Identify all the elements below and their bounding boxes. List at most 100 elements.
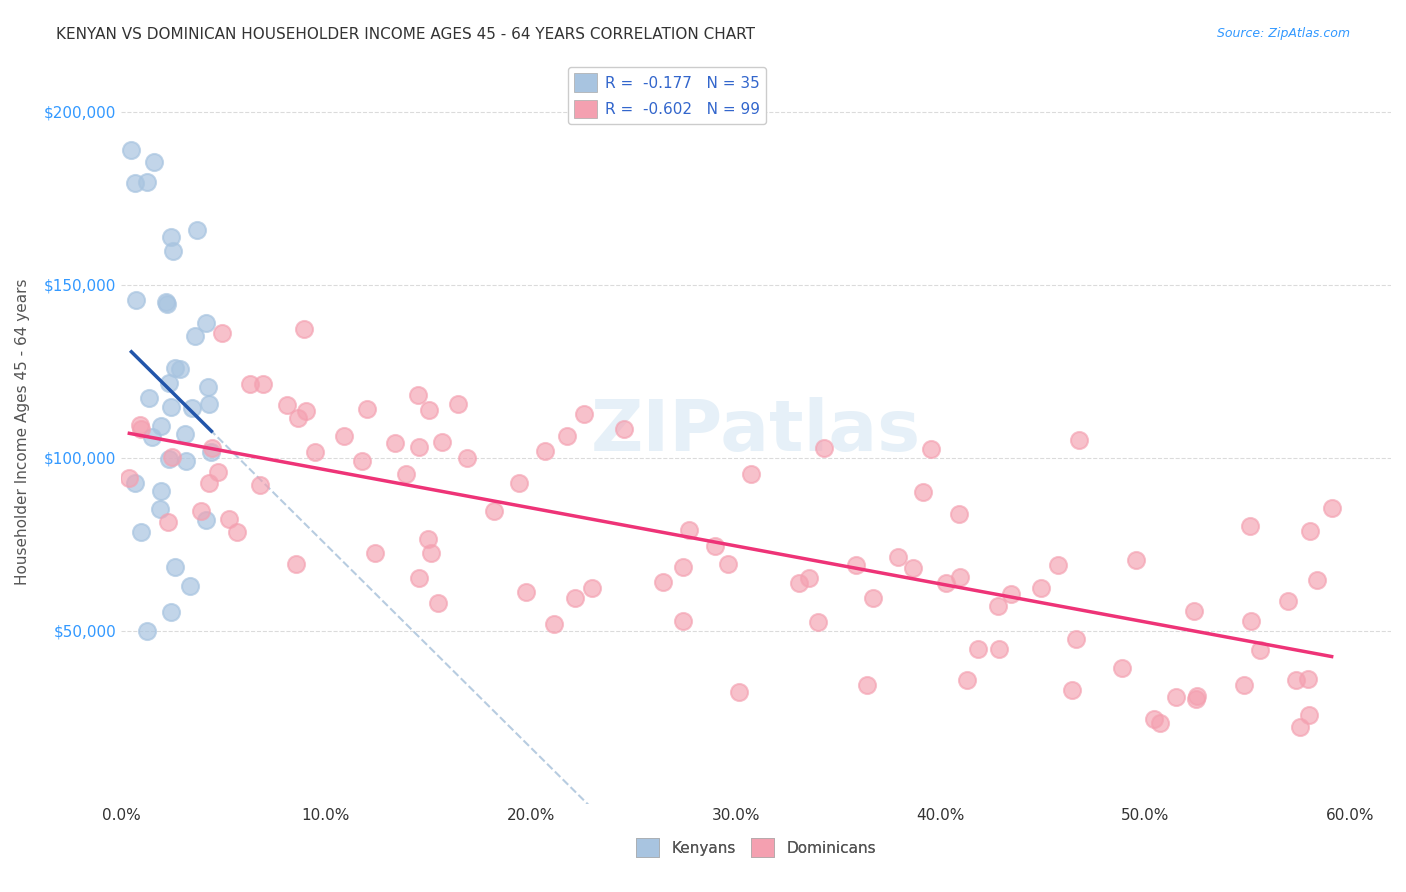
Point	[304, 444, 326, 458]
Point	[613, 422, 636, 436]
Point	[284, 557, 307, 571]
Point	[482, 504, 505, 518]
Point	[1298, 708, 1320, 723]
Point	[162, 244, 184, 259]
Point	[174, 427, 197, 442]
Point	[419, 546, 441, 560]
Point	[120, 144, 142, 158]
Point	[207, 466, 229, 480]
Point	[138, 391, 160, 405]
Point	[862, 591, 884, 606]
Point	[129, 524, 152, 539]
Point	[149, 501, 172, 516]
Point	[352, 454, 374, 468]
Point	[169, 362, 191, 376]
Point	[395, 467, 418, 482]
Point	[948, 507, 970, 521]
Point	[287, 410, 309, 425]
Point	[920, 442, 942, 456]
Point	[160, 230, 183, 244]
Point	[406, 388, 429, 402]
Point	[135, 174, 157, 188]
Point	[887, 549, 910, 564]
Point	[555, 429, 578, 443]
Point	[704, 539, 727, 553]
Text: KENYAN VS DOMINICAN HOUSEHOLDER INCOME AGES 45 - 64 YEARS CORRELATION CHART: KENYAN VS DOMINICAN HOUSEHOLDER INCOME A…	[56, 27, 755, 42]
Point	[813, 441, 835, 455]
Point	[1064, 632, 1087, 647]
Point	[1125, 552, 1147, 566]
Point	[1320, 501, 1343, 516]
Point	[157, 515, 180, 529]
Point	[159, 400, 181, 414]
Point	[249, 478, 271, 492]
Point	[364, 546, 387, 560]
Point	[408, 571, 430, 585]
Point	[651, 574, 673, 589]
Point	[1239, 519, 1261, 533]
Point	[1111, 661, 1133, 675]
Point	[384, 436, 406, 450]
Point	[678, 523, 700, 537]
Point	[155, 294, 177, 309]
Point	[157, 376, 180, 391]
Point	[430, 434, 453, 449]
Point	[1285, 673, 1308, 687]
Point	[987, 642, 1010, 657]
Point	[1277, 593, 1299, 607]
Point	[911, 484, 934, 499]
Point	[179, 579, 201, 593]
Text: Source: ZipAtlas.com: Source: ZipAtlas.com	[1216, 27, 1350, 40]
Point	[184, 328, 207, 343]
Point	[1182, 604, 1205, 618]
Point	[239, 377, 262, 392]
Point	[129, 417, 152, 432]
Point	[1067, 434, 1090, 448]
Point	[160, 605, 183, 619]
Y-axis label: Householder Income Ages 45 - 64 years: Householder Income Ages 45 - 64 years	[15, 278, 30, 585]
Point	[948, 570, 970, 584]
Point	[226, 525, 249, 540]
Point	[136, 624, 159, 638]
Point	[418, 403, 440, 417]
Point	[198, 397, 221, 411]
Point	[1239, 614, 1261, 628]
Point	[1305, 573, 1327, 587]
Point	[1164, 690, 1187, 704]
Point	[508, 475, 530, 490]
Point	[987, 599, 1010, 613]
Point	[1143, 712, 1166, 726]
Point	[1046, 558, 1069, 572]
Point	[218, 511, 240, 525]
Point	[533, 444, 555, 458]
Point	[124, 176, 146, 190]
Point	[574, 407, 596, 421]
Point	[935, 576, 957, 591]
Point	[456, 450, 478, 465]
Point	[190, 503, 212, 517]
Legend: Kenyans, Dominicans: Kenyans, Dominicans	[630, 832, 882, 863]
Point	[727, 685, 749, 699]
Point	[427, 597, 450, 611]
Point	[671, 560, 693, 574]
Point	[141, 430, 163, 444]
Point	[200, 445, 222, 459]
Point	[901, 560, 924, 574]
Point	[150, 418, 173, 433]
Point	[333, 429, 356, 443]
Point	[1296, 672, 1319, 686]
Point	[856, 678, 879, 692]
Point	[160, 450, 183, 464]
Point	[118, 471, 141, 485]
Point	[163, 560, 186, 574]
Point	[543, 617, 565, 632]
Point	[1289, 720, 1312, 734]
Point	[194, 513, 217, 527]
Point	[1029, 581, 1052, 595]
Point	[807, 615, 830, 629]
Point	[149, 484, 172, 499]
Point	[845, 558, 868, 573]
Point	[1185, 691, 1208, 706]
Point	[564, 591, 586, 605]
Point	[194, 316, 217, 330]
